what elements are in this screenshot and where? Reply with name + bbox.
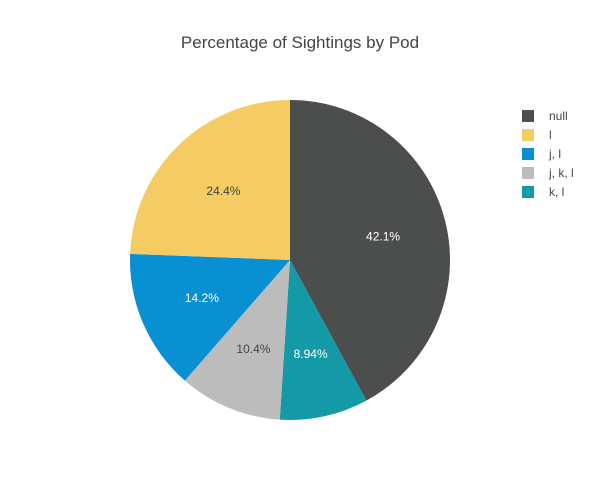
legend-label: k, l (549, 184, 565, 199)
pie-slice-j-l[interactable] (130, 253, 290, 381)
pie-slice-k-l[interactable] (279, 260, 367, 420)
legend-swatch (522, 147, 534, 160)
pie-slice-l[interactable] (130, 100, 290, 260)
slice-label-l: 24.4% (206, 184, 240, 198)
slice-label-k-l: 8.94% (294, 347, 328, 361)
legend-swatch (522, 166, 534, 179)
legend-swatch (522, 128, 534, 141)
legend-item-k-l[interactable]: k, l (522, 182, 574, 201)
legend-item-null[interactable]: null (522, 106, 574, 125)
legend-item-l[interactable]: l (522, 125, 574, 144)
legend-label: null (549, 108, 568, 123)
legend-swatch (522, 109, 534, 122)
pie-slices (130, 100, 450, 420)
pie-labels: 42.1% 8.94% 10.4% 14.2% 24.4% (185, 184, 401, 361)
pie-slice-j-k-l[interactable] (184, 260, 290, 420)
slice-label-null: 42.1% (366, 229, 400, 243)
legend-label: l (549, 127, 552, 142)
slice-label-j-l: 14.2% (185, 291, 219, 305)
chart-title: Percentage of Sightings by Pod (180, 33, 420, 52)
slice-label-j-k-l: 10.4% (236, 342, 270, 356)
legend-item-j-k-l[interactable]: j, k, l (522, 163, 574, 182)
legend-item-j-l[interactable]: j, l (522, 144, 574, 163)
legend-label: j, k, l (549, 165, 574, 180)
legend: null l j, l j, k, l k, l (522, 106, 574, 201)
legend-swatch (522, 185, 534, 198)
legend-label: j, l (549, 146, 561, 161)
pie-slice-null[interactable] (290, 100, 450, 401)
